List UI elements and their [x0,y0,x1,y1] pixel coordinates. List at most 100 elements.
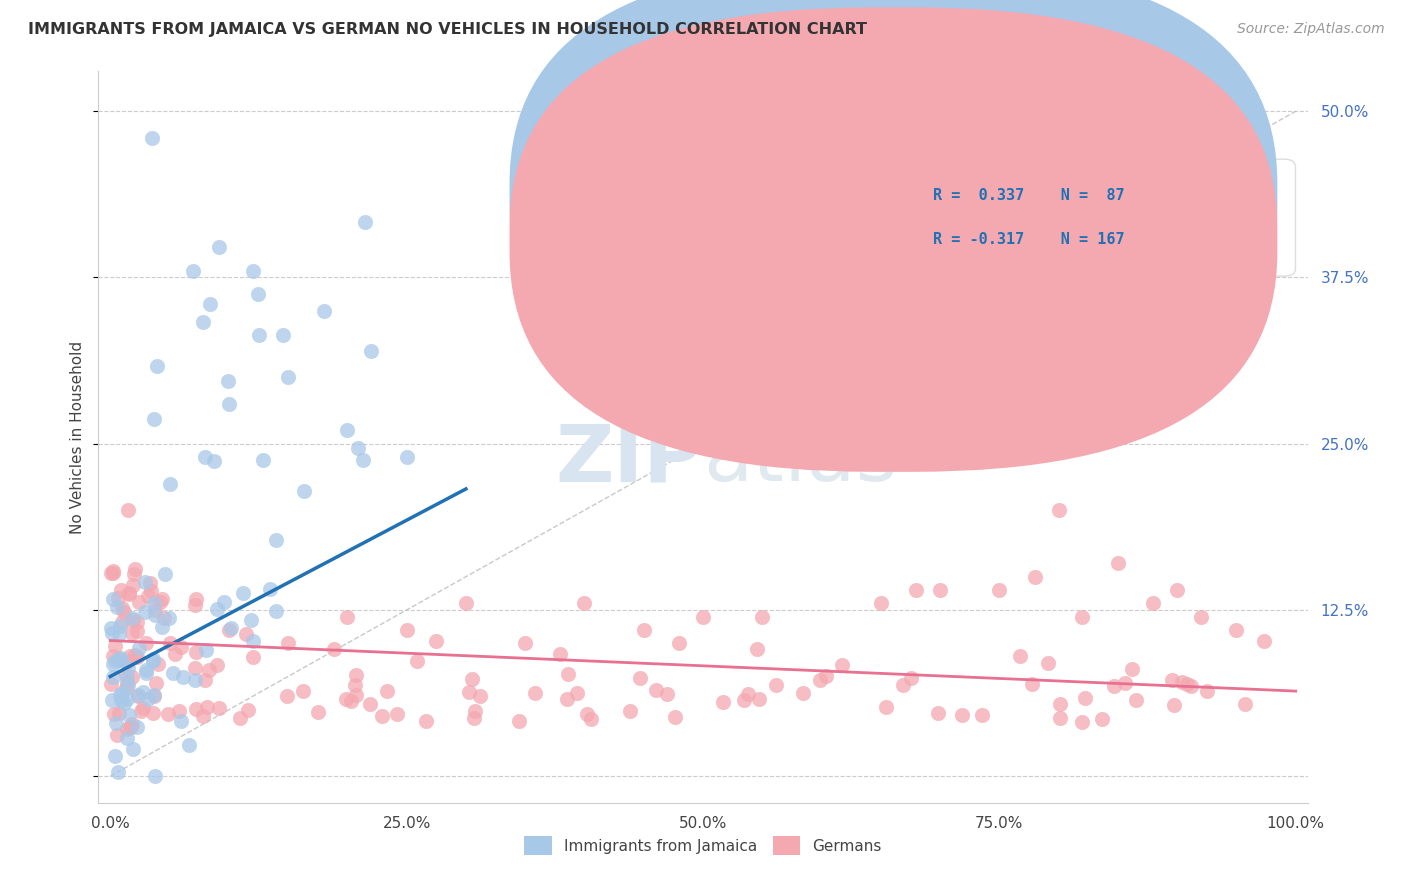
Point [100,621,122,635]
Point [711,695,734,709]
Point [1125,692,1147,706]
Point [121,717,143,731]
Point [167,704,190,718]
Point [655,687,678,701]
Point [197,663,219,677]
Point [405,654,427,668]
Point [134,575,156,590]
Point [454,596,477,610]
Point [184,645,207,659]
Point [668,636,690,650]
Point [246,286,269,301]
Point [869,596,891,610]
Point [138,575,160,590]
Point [157,611,180,625]
Point [344,678,367,692]
Point [115,656,138,670]
Point [515,636,537,650]
Point [208,700,231,714]
Point [1253,634,1275,648]
Point [461,672,484,686]
Point [125,615,148,630]
Point [628,671,651,685]
Point [1049,711,1071,725]
Point [737,687,759,701]
Point [208,240,231,254]
Point [523,686,546,700]
Point [105,715,128,730]
Point [194,450,217,464]
Point [117,503,139,517]
Point [107,765,129,780]
Point [122,578,145,592]
Point [425,633,447,648]
Point [252,453,274,467]
Point [415,714,437,728]
Point [277,370,299,384]
Point [575,707,598,722]
Text: atlas: atlas [703,420,897,498]
Point [101,657,124,672]
Point [127,688,149,702]
Point [103,670,125,684]
Point [101,566,124,580]
Point [323,642,346,657]
Point [891,678,914,692]
Point [1071,715,1094,730]
Point [132,700,155,714]
FancyBboxPatch shape [509,0,1278,428]
Point [117,676,139,690]
Point [242,264,264,278]
Point [555,692,578,706]
Point [1074,690,1097,705]
Point [128,595,150,609]
Point [277,636,299,650]
Point [115,723,138,737]
Point [219,621,242,635]
Point [135,636,157,650]
Point [108,627,131,641]
Point [557,667,579,681]
Point [238,703,260,717]
Point [191,709,214,723]
Point [145,603,167,617]
Point [645,683,668,698]
Point [104,748,127,763]
Point [1233,697,1256,711]
Point [121,742,143,756]
Point [124,566,146,581]
Point [1024,570,1046,584]
Point [115,731,138,745]
Point [114,696,136,710]
Point [259,582,281,596]
Point [792,686,814,700]
Point [1171,674,1194,689]
Point [110,651,132,665]
Legend: Immigrants from Jamaica, Germans: Immigrants from Jamaica, Germans [519,830,887,861]
Point [905,582,928,597]
Point [117,692,139,706]
Point [929,582,952,597]
Point [194,673,217,688]
Point [375,683,398,698]
Point [1049,697,1071,711]
Point [664,710,686,724]
Point [184,661,207,675]
Point [142,651,165,665]
Point [458,684,481,698]
Point [344,688,367,702]
Point [463,711,485,725]
Point [101,564,124,578]
Point [125,624,148,639]
Point [184,701,207,715]
Point [124,648,146,662]
Point [148,657,170,671]
Point [127,689,149,703]
Point [235,627,257,641]
Point [808,673,831,687]
Point [1090,712,1112,726]
Point [217,374,239,388]
FancyBboxPatch shape [837,159,1295,277]
Point [198,297,221,311]
Point [212,595,235,609]
